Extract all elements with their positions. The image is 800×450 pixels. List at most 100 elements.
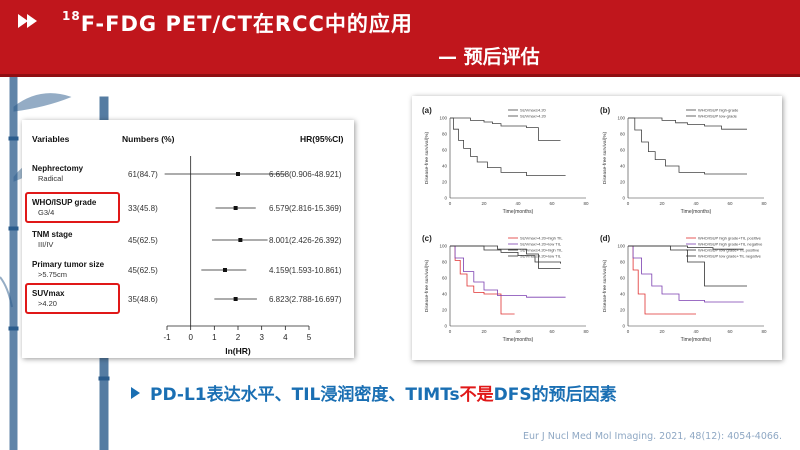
y-tick-label: 80 (620, 132, 626, 137)
row-number: 61(84.7) (128, 170, 158, 179)
y-axis-label: Disease-free survival(%) (602, 131, 608, 184)
row-number: 45(62.5) (128, 266, 158, 275)
km-panel-0: (a) 0 20 40 60 80 100 0 20 40 60 80 Time(months) Dise… (422, 106, 589, 215)
x-tick-label: 2 (236, 333, 241, 342)
hr-point (222, 268, 227, 272)
legend-label: SUVmax≤4.20+low TIL (520, 254, 562, 259)
panel-label: (a) (422, 106, 432, 115)
forest-plot-panel: Variables Numbers (%) HR(95%CI) Nephrectomy… (22, 120, 354, 358)
row-number: 35(48.6) (128, 295, 158, 304)
title-bar (0, 0, 800, 74)
legend-label: SUVmax≤4.20 (520, 108, 547, 113)
y-tick-label: 100 (617, 116, 625, 121)
slide-subtitle: — 预后评估 (438, 46, 540, 68)
row-subgroup: >5.75cm (38, 270, 67, 279)
x-tick-label: 3 (259, 333, 264, 342)
x-tick-label: 40 (693, 329, 699, 334)
header-numbers: Numbers (%) (122, 134, 175, 144)
hr-point (236, 172, 240, 176)
y-tick-label: 80 (620, 260, 626, 265)
km-curve (628, 117, 747, 130)
y-tick-label: 60 (442, 148, 448, 153)
y-tick-label: 100 (439, 244, 447, 249)
y-tick-label: 60 (442, 276, 448, 281)
y-tick-label: 80 (442, 132, 448, 137)
row-hr-text: 4.159(1.593-10.861) (269, 266, 342, 275)
km-curve (450, 117, 561, 141)
y-tick-label: 0 (444, 324, 447, 329)
x-tick-label: 80 (583, 329, 589, 334)
x-tick-label: 20 (659, 201, 665, 206)
km-curve (628, 245, 696, 315)
row-subgroup: Radical (38, 174, 63, 183)
x-tick-label: 60 (549, 329, 555, 334)
x-tick-label: 80 (583, 201, 589, 206)
x-tick-label: 60 (727, 201, 733, 206)
y-axis-label: Disease-free survival(%) (424, 131, 430, 184)
km-panel-1: (b) 0 20 40 60 80 100 0 20 40 60 80 Time(months) Dise… (600, 106, 767, 215)
bullet-triangle-icon (131, 387, 140, 399)
x-axis-label: ln(HR) (225, 346, 251, 356)
panel-label: (c) (422, 234, 432, 243)
x-axis-label: Time(months) (681, 337, 712, 343)
row-subgroup: G3/4 (38, 208, 54, 217)
km-curves-panel: (a) 0 20 40 60 80 100 0 20 40 60 80 Time(months) Dise… (412, 96, 782, 360)
y-tick-label: 20 (620, 180, 626, 185)
row-subgroup: >4.20 (38, 299, 57, 308)
title-superscript: 18 (62, 9, 81, 23)
x-axis-label: Time(months) (503, 209, 534, 215)
km-curves: (a) 0 20 40 60 80 100 0 20 40 60 80 Time(months) Dise… (422, 106, 767, 343)
x-tick-label: 40 (515, 329, 521, 334)
hr-point (238, 238, 243, 242)
y-tick-label: 60 (620, 276, 626, 281)
highlight-box (25, 283, 120, 314)
row-hr-text: 6.579(2.816-15.369) (269, 204, 342, 213)
x-tick-label: -1 (163, 333, 171, 342)
title-main: F-FDG PET/CT在RCC中的应用 (80, 12, 413, 36)
y-tick-label: 20 (442, 180, 448, 185)
x-tick-label: 0 (188, 333, 193, 342)
legend-label: WHO/ISUP low grade+TIL positive (698, 248, 760, 253)
row-hr-text: 6.658(0.906-48.921) (269, 170, 342, 179)
row-number: 33(45.8) (128, 204, 158, 213)
citation: Eur J Nucl Med Mol Imaging. 2021, 48(12)… (522, 431, 782, 442)
km-curve (628, 117, 747, 175)
forest-plot: Variables Numbers (%) HR(95%CI) Nephrectomy… (25, 134, 344, 356)
y-tick-label: 40 (442, 292, 448, 297)
y-tick-label: 80 (442, 260, 448, 265)
y-tick-label: 20 (442, 308, 448, 313)
panel-label: (b) (600, 106, 611, 115)
row-variable: TNM stage (32, 230, 73, 239)
x-tick-label: 0 (627, 329, 630, 334)
y-axis-label: Disease-free survival(%) (424, 259, 430, 312)
conclusion-part-1: PD-L1表达水平、TIL浸润密度、TIMTs (150, 385, 460, 405)
km-panel-2: (c) 0 20 40 60 80 100 0 20 40 60 80 Time(months) Dise… (422, 234, 589, 343)
km-curve (628, 245, 744, 303)
km-curve (450, 245, 566, 298)
row-hr-text: 6.823(2.788-16.697) (269, 295, 342, 304)
y-tick-label: 20 (620, 308, 626, 313)
y-tick-label: 40 (442, 164, 448, 169)
y-tick-label: 0 (622, 196, 625, 201)
row-variable: Primary tumor size (32, 260, 105, 269)
row-number: 45(62.5) (128, 236, 158, 245)
x-tick-label: 0 (627, 201, 630, 206)
legend-label: WHO/ISUP low grade+TIL negative (698, 254, 762, 259)
km-curve (628, 245, 744, 250)
row-variable: Nephrectomy (32, 164, 84, 173)
x-tick-label: 20 (481, 201, 487, 206)
panel-label: (d) (600, 234, 611, 243)
x-tick-label: 40 (693, 201, 699, 206)
header-variables: Variables (32, 134, 70, 144)
x-tick-label: 0 (449, 329, 452, 334)
row-variable: SUVmax (32, 289, 65, 298)
slide-title: 18F-FDG PET/CT在RCC中的应用 (62, 8, 413, 38)
row-hr-text: 8.001(2.426-26.392) (269, 236, 342, 245)
km-curve (450, 117, 566, 176)
header-hr: HR(95%CI) (300, 134, 344, 144)
y-axis-label: Disease-free survival(%) (602, 259, 608, 312)
legend-label: SUVmax>4.20+high TIL (520, 236, 563, 241)
conclusion-part-2: DFS的预后因素 (493, 385, 617, 405)
y-tick-label: 0 (622, 324, 625, 329)
y-tick-label: 100 (439, 116, 447, 121)
